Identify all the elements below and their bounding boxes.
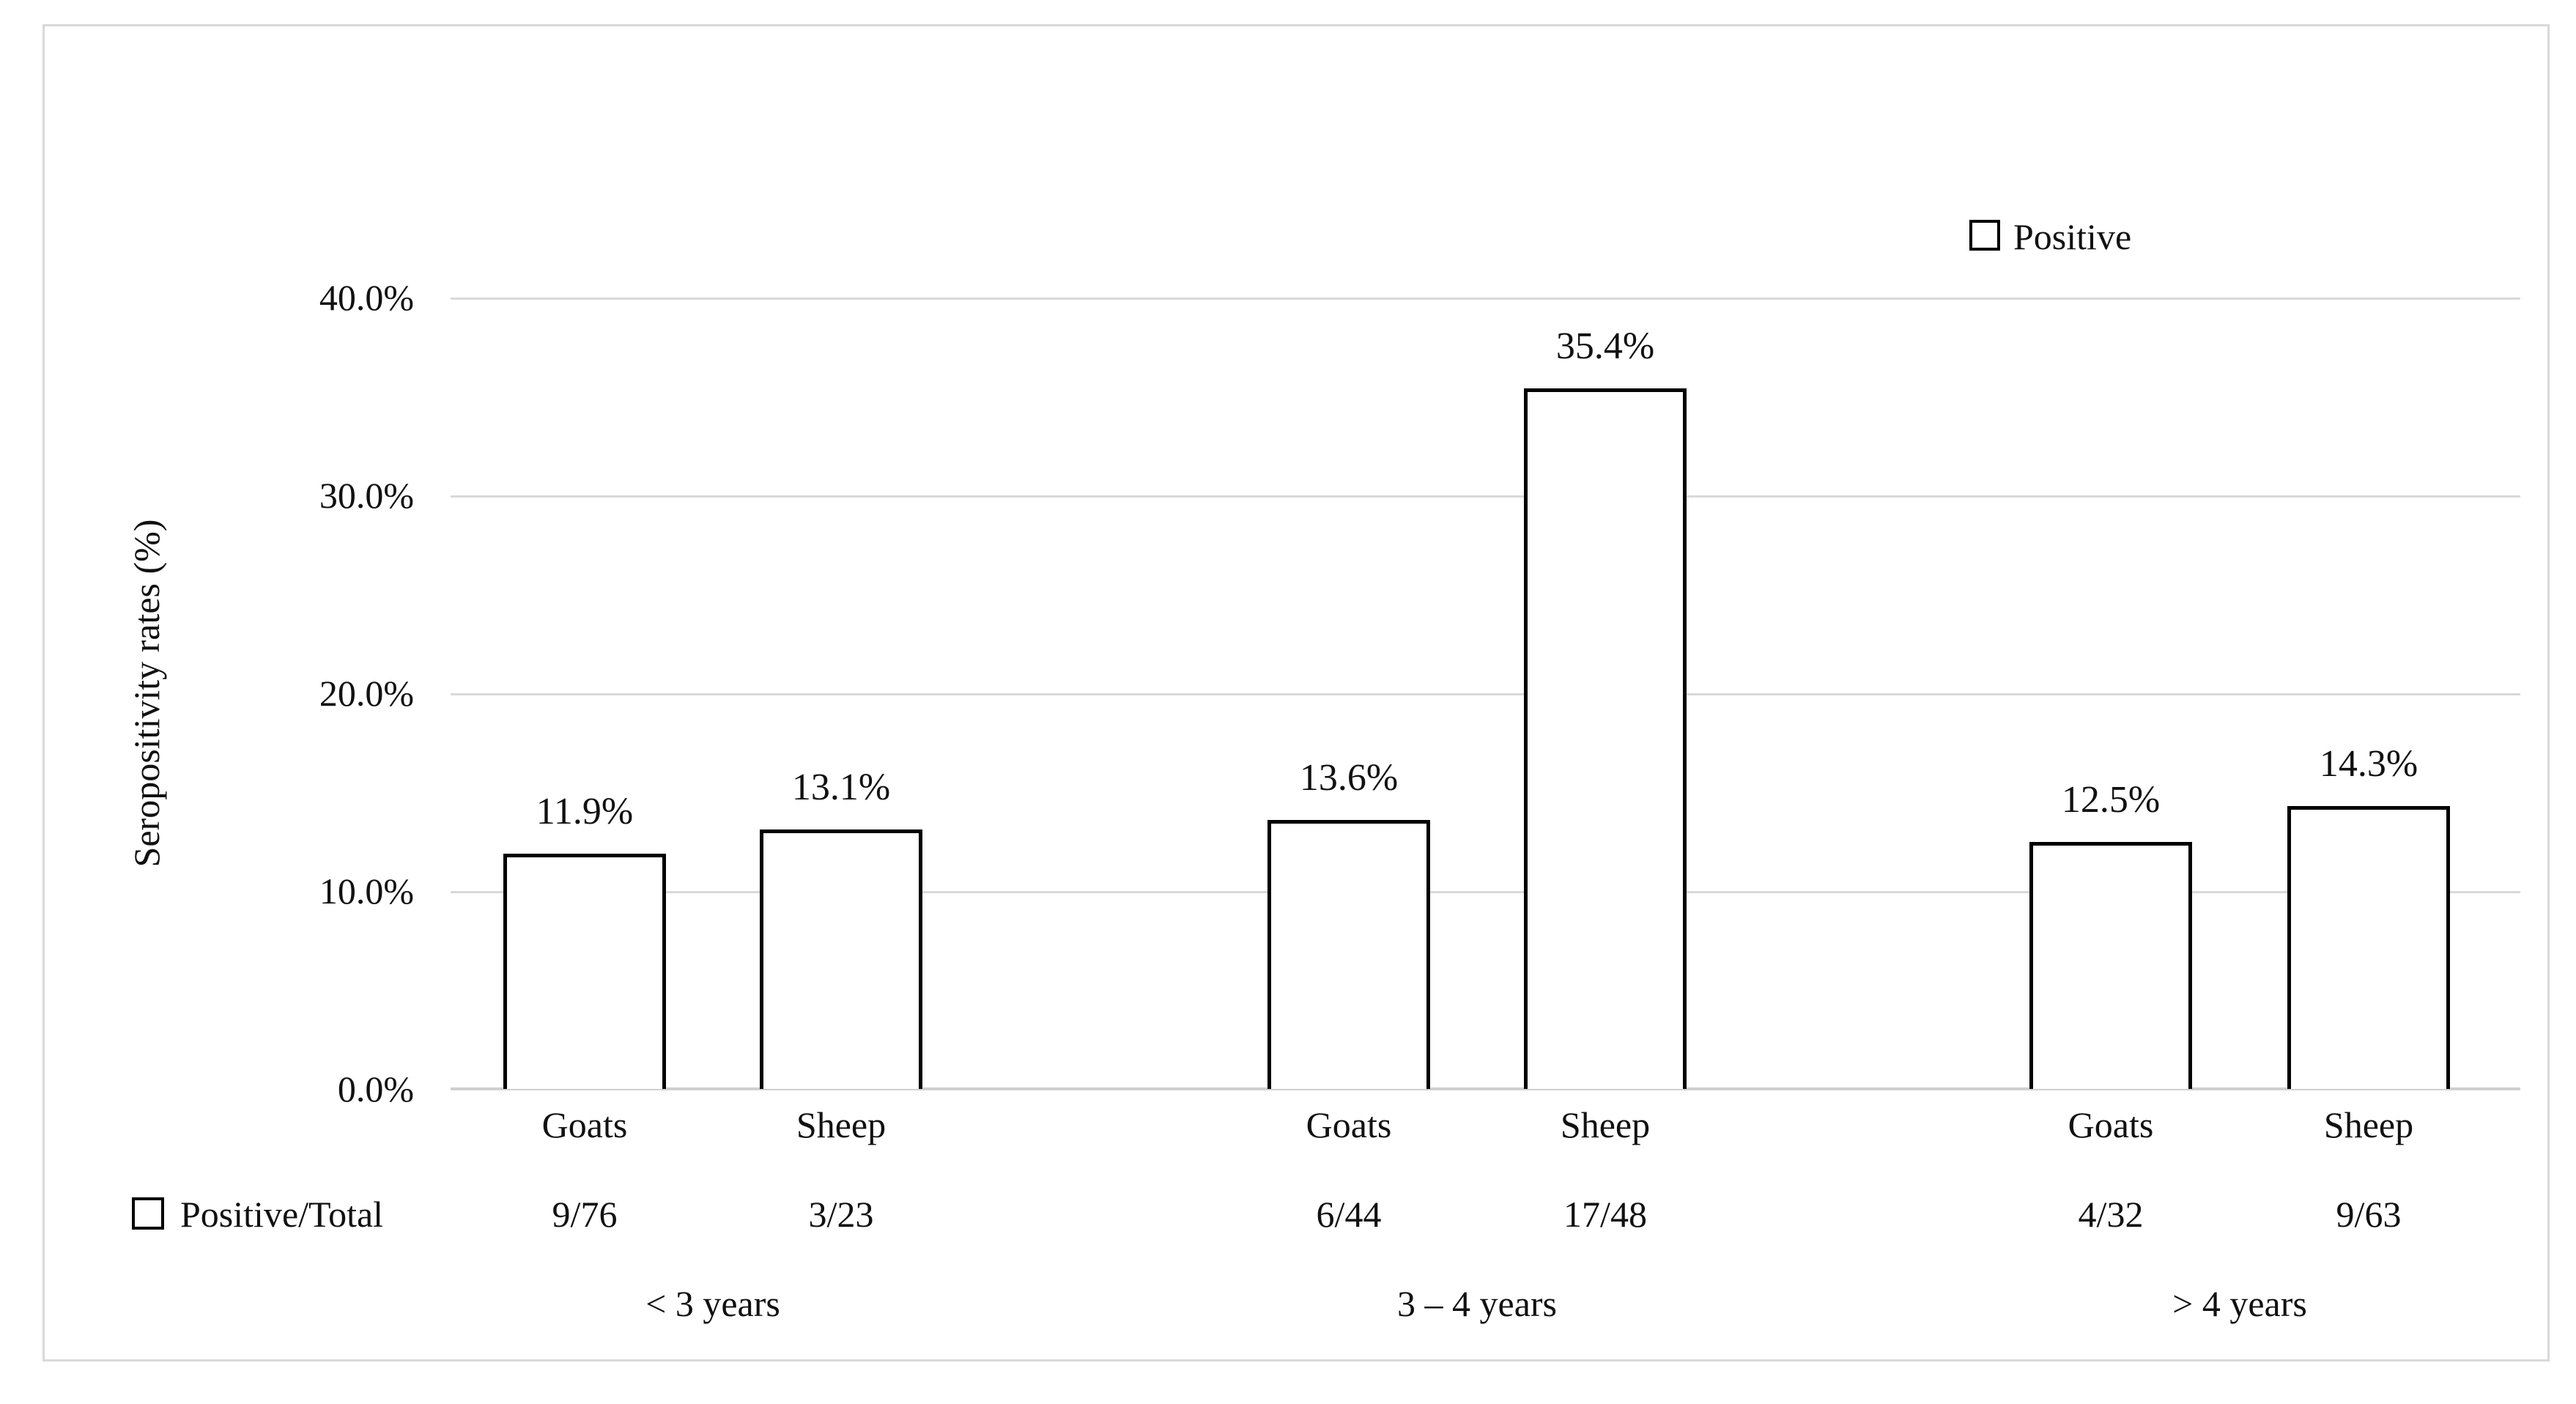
gridline-20pct — [451, 693, 2520, 695]
value-label-goats-3-4: 13.6% — [1299, 756, 1399, 799]
category-label-sheep-3: Sheep — [2323, 1104, 2414, 1145]
positive-total-row-header: Positive/Total — [180, 1194, 384, 1235]
y-tick-20: 20.0% — [319, 673, 414, 714]
value-label-sheep-over-4: 14.3% — [2319, 742, 2418, 785]
gridline-40pct — [451, 298, 2520, 300]
group-label-over-4-years: > 4 years — [2172, 1283, 2307, 1324]
y-tick-10: 10.0% — [319, 871, 414, 912]
count-goats-under-3: 9/76 — [552, 1194, 618, 1235]
y-axis-title: Seropositivity rates (%) — [126, 519, 167, 868]
legend-positive-swatch-icon — [1969, 220, 2000, 251]
bar-goats-over-4-years — [2029, 841, 2192, 1089]
group-label-under-3-years: < 3 years — [645, 1283, 780, 1324]
y-tick-0: 0.0% — [337, 1068, 414, 1109]
count-sheep-3-4: 17/48 — [1563, 1194, 1647, 1235]
positive-total-swatch-icon — [132, 1197, 164, 1230]
value-label-sheep-3-4: 35.4% — [1555, 325, 1655, 368]
group-label-3-4-years: 3 – 4 years — [1397, 1283, 1557, 1324]
count-sheep-over-4: 9/63 — [2336, 1194, 2402, 1235]
bar-goats-3-4-years — [1267, 819, 1430, 1089]
value-label-sheep-under-3: 13.1% — [791, 766, 891, 809]
category-label-goats-1: Goats — [541, 1104, 628, 1145]
count-sheep-under-3: 3/23 — [808, 1194, 874, 1235]
legend-positive-label: Positive — [2013, 216, 2132, 257]
bar-goats-under-3-years — [503, 853, 666, 1089]
x-axis-line — [451, 1087, 2520, 1090]
count-goats-over-4: 4/32 — [2078, 1194, 2144, 1235]
value-label-goats-under-3: 11.9% — [536, 790, 634, 832]
bar-sheep-3-4-years — [1524, 388, 1687, 1089]
count-goats-3-4: 6/44 — [1316, 1194, 1382, 1235]
gridline-30pct — [451, 495, 2520, 498]
y-tick-30: 30.0% — [319, 475, 414, 516]
bar-sheep-under-3-years — [760, 830, 922, 1089]
gridline-10pct — [451, 891, 2520, 893]
value-label-goats-over-4: 12.5% — [2061, 778, 2161, 821]
category-label-goats-3: Goats — [2068, 1104, 2154, 1145]
y-tick-40: 40.0% — [319, 277, 414, 318]
category-label-goats-2: Goats — [1306, 1104, 1392, 1145]
bar-sheep-over-4-years — [2287, 805, 2450, 1089]
category-label-sheep-1: Sheep — [796, 1104, 887, 1145]
figure-border — [42, 24, 2550, 1361]
plot-area: 11.9% 13.1% 13.6% 35.4% 12.5% 14.3% — [451, 298, 2520, 1090]
category-label-sheep-2: Sheep — [1560, 1104, 1651, 1145]
